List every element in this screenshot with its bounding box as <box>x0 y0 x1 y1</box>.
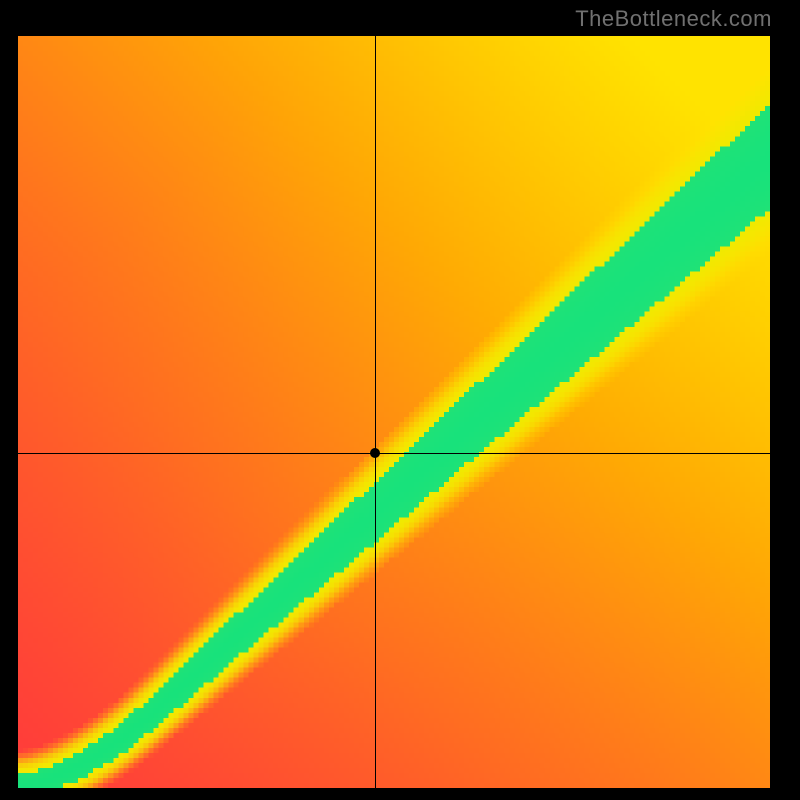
crosshair-vertical <box>375 36 376 788</box>
heatmap-canvas <box>18 36 770 788</box>
crosshair-horizontal <box>18 453 770 454</box>
chart-container: TheBottleneck.com <box>0 0 800 800</box>
plot-area <box>18 36 770 788</box>
watermark-text: TheBottleneck.com <box>575 6 772 32</box>
crosshair-marker <box>370 448 380 458</box>
